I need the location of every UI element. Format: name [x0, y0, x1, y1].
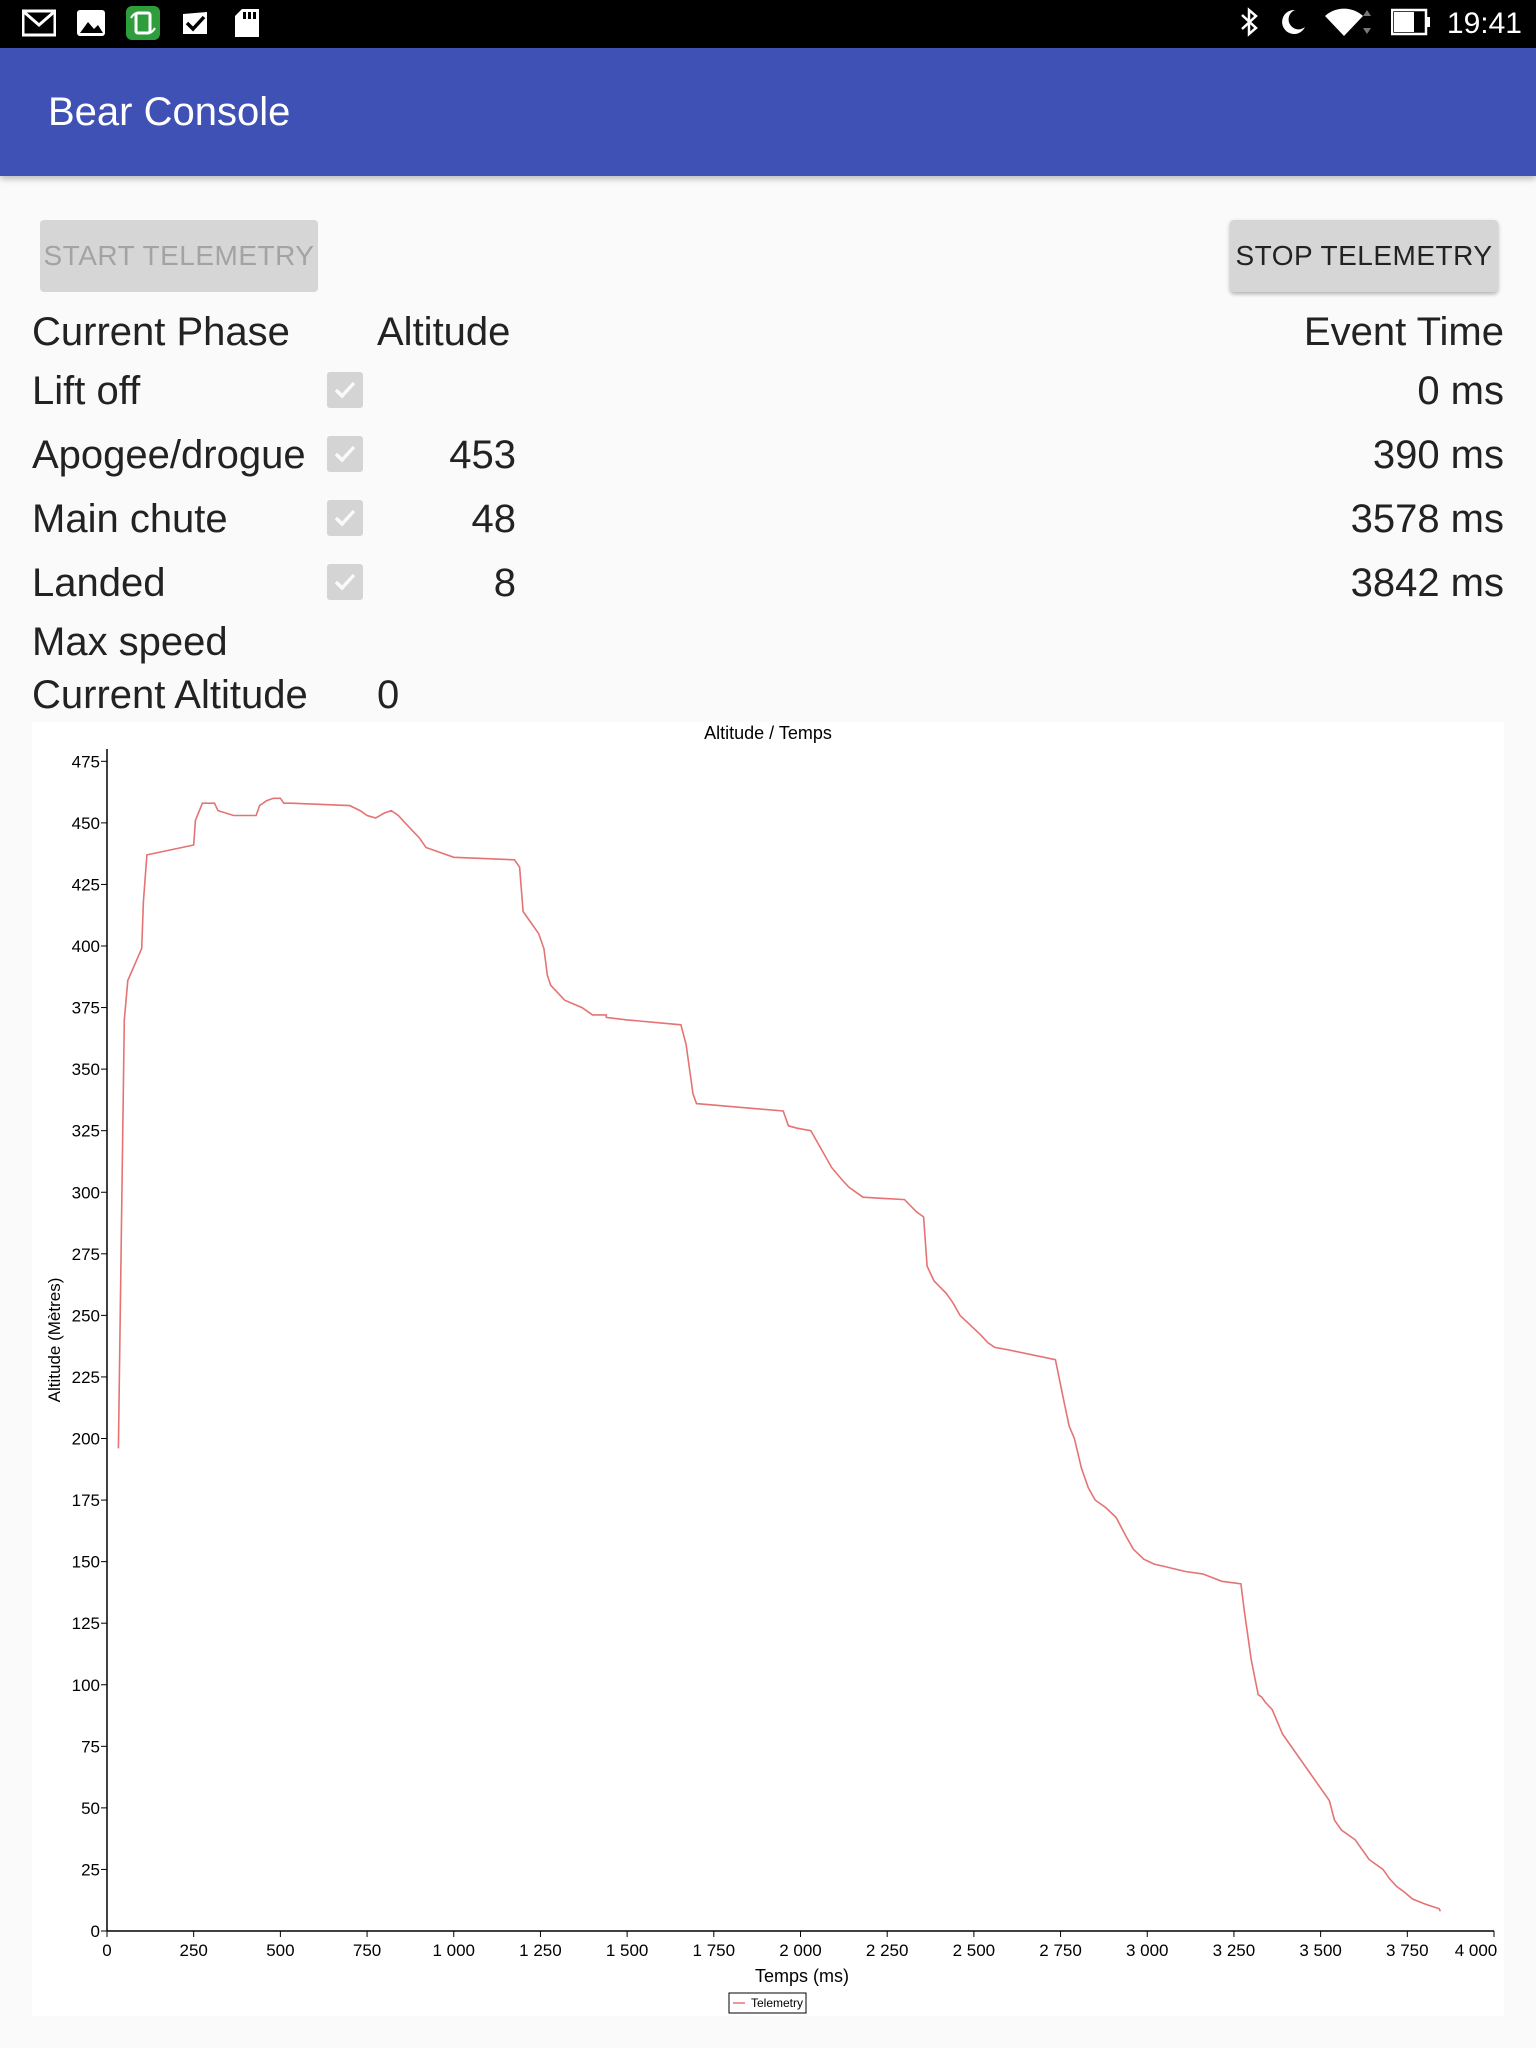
notification-icons — [22, 6, 264, 40]
max-speed-label: Max speed — [32, 620, 228, 664]
current-altitude-label: Current Altitude — [32, 673, 308, 717]
phase-checkbox-apogee[interactable] — [327, 436, 363, 472]
chart-y-axis-label: Altitude (Mètres) — [45, 1278, 64, 1403]
phase-checkbox-lift-off[interactable] — [327, 372, 363, 408]
legend-box — [728, 1992, 807, 2014]
y-tick-label: 50 — [81, 1799, 100, 1818]
y-tick-label: 0 — [91, 1922, 100, 1941]
x-tick-label: 250 — [180, 1941, 208, 1960]
wifi-icon — [1323, 6, 1375, 43]
x-tick-label: 0 — [102, 1941, 111, 1960]
phase-label-main-chute: Main chute — [32, 497, 228, 541]
phase-label-apogee: Apogee/drogue — [32, 433, 306, 477]
stop-telemetry-button[interactable]: STOP TELEMETRY — [1230, 220, 1498, 292]
y-tick-label: 325 — [72, 1122, 100, 1141]
y-tick-label: 225 — [72, 1368, 100, 1387]
phase-label-lift-off: Lift off — [32, 369, 141, 413]
x-tick-label: 2 000 — [779, 1941, 822, 1960]
y-tick-label: 275 — [72, 1245, 100, 1264]
x-tick-label: 4 000 — [1455, 1941, 1498, 1960]
checkmark-app-icon — [178, 8, 212, 38]
y-tick-label: 250 — [72, 1306, 100, 1325]
check-icon — [334, 445, 356, 463]
x-tick-label: 1 000 — [432, 1941, 475, 1960]
sd-card-icon — [230, 8, 264, 38]
phase-altitude-landed: 8 — [493, 561, 516, 605]
x-tick-label: 3 000 — [1126, 1941, 1169, 1960]
y-tick-label: 350 — [72, 1060, 100, 1079]
moon-icon — [1277, 7, 1307, 42]
x-tick-label: 500 — [266, 1941, 294, 1960]
phase-time-main-chute: 3578 ms — [1350, 497, 1504, 541]
phase-time-landed: 3842 ms — [1350, 561, 1504, 605]
series-line-telemetry — [117, 797, 1442, 1912]
gallery-icon — [74, 8, 108, 38]
y-tick-label: 425 — [72, 875, 100, 894]
check-icon — [334, 381, 356, 399]
y-tick-label: 400 — [72, 937, 100, 956]
chart-x-axis-label: Temps (ms) — [755, 1966, 849, 1986]
x-tick-label: 1 750 — [693, 1941, 736, 1960]
y-tick-label: 450 — [72, 814, 100, 833]
x-tick-label: 2 250 — [866, 1941, 909, 1960]
check-icon — [334, 573, 356, 591]
x-tick-label: 3 750 — [1386, 1941, 1429, 1960]
system-icons: 19:41 — [1239, 6, 1522, 42]
altitude-chart: Altitude / Temps Altitude (Mètres) Temps… — [32, 722, 1504, 2016]
phase-altitude-apogee: 453 — [449, 433, 516, 477]
x-tick-label: 750 — [353, 1941, 381, 1960]
y-tick-label: 200 — [72, 1430, 100, 1449]
y-tick-label: 300 — [72, 1183, 100, 1202]
x-tick-label: 2 750 — [1039, 1941, 1082, 1960]
battery-icon — [1390, 7, 1431, 42]
legend-entry-telemetry: Telemetry — [751, 1996, 803, 2010]
chart-legend: Telemetry — [728, 1992, 807, 2014]
y-tick-label: 150 — [72, 1553, 100, 1572]
chart-y-ticks: 0 25 50 75 100 125 150 175 200 225 250 275 300 325 350… — [72, 752, 107, 1941]
chart-series — [117, 797, 1442, 1912]
altitude-chart-svg: Altitude / Temps Altitude (Mètres) Temps… — [45, 723, 1497, 2014]
chart-title: Altitude / Temps — [704, 723, 832, 743]
x-tick-label: 3 250 — [1213, 1941, 1256, 1960]
y-tick-label: 25 — [81, 1860, 100, 1879]
y-tick-label: 75 — [81, 1737, 100, 1756]
app-bar: Bear Console — [0, 48, 1536, 176]
bluetooth-icon — [1239, 6, 1261, 43]
x-tick-label: 1 500 — [606, 1941, 649, 1960]
phase-time-apogee: 390 ms — [1372, 433, 1504, 477]
gmail-icon — [22, 8, 56, 38]
y-tick-label: 475 — [72, 752, 100, 771]
clock-time: 19:41 — [1446, 7, 1522, 40]
header-altitude: Altitude — [377, 310, 511, 354]
phase-time-lift-off: 0 ms — [1417, 369, 1504, 413]
phase-altitude-main-chute: 48 — [471, 497, 517, 541]
header-current-phase: Current Phase — [32, 310, 290, 354]
phase-label-landed: Landed — [32, 561, 166, 605]
app-icon — [126, 6, 160, 40]
phase-checkbox-landed[interactable] — [327, 564, 363, 600]
x-tick-label: 2 500 — [953, 1941, 996, 1960]
app-title: Bear Console — [48, 90, 291, 134]
y-tick-label: 375 — [72, 999, 100, 1018]
current-altitude-value: 0 — [377, 673, 400, 717]
check-icon — [334, 509, 356, 527]
y-tick-label: 100 — [72, 1676, 100, 1695]
x-tick-label: 3 500 — [1299, 1941, 1342, 1960]
y-tick-label: 125 — [72, 1614, 100, 1633]
status-bar: 19:41 — [0, 0, 1536, 48]
phase-checkbox-main-chute[interactable] — [327, 500, 363, 536]
start-telemetry-button[interactable]: START TELEMETRY — [40, 220, 318, 292]
x-tick-label: 1 250 — [519, 1941, 562, 1960]
chart-x-ticks: 0 250 500 750 1 000 1 250 1 500 1 750 2 000 2 250… — [102, 1931, 1497, 1960]
header-event-time: Event Time — [1303, 310, 1504, 354]
y-tick-label: 175 — [72, 1491, 100, 1510]
